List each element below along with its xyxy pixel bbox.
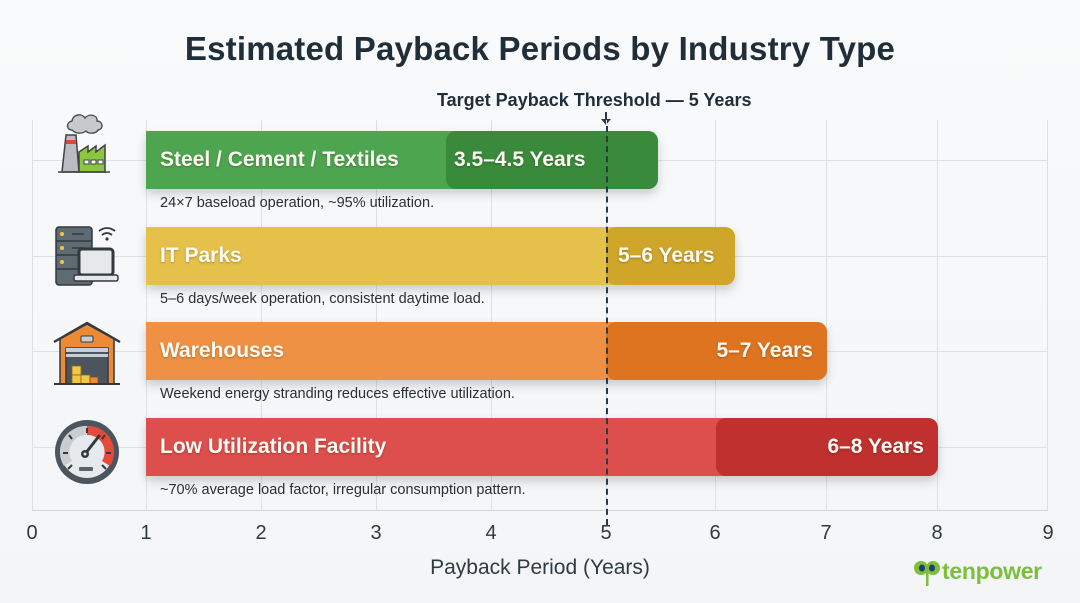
bar-steel-cement-textiles[interactable]: Steel / Cement / Textiles 3.5–4.5 Years [146,131,658,189]
brand-logo: tenpower [913,556,1042,586]
range-badge: 5–7 Years [606,322,827,380]
bar-label: Warehouses [160,339,285,362]
threshold-line [606,126,608,525]
server-laptop-icon [55,226,119,286]
x-axis-label: Payback Period (Years) [430,556,650,579]
x-tick: 8 [931,522,943,544]
bar-it-parks[interactable]: IT Parks 5–6 Years [146,227,735,285]
warehouse-icon [53,321,121,385]
x-tick: 1 [140,522,152,544]
range-badge: 5–6 Years [606,227,735,285]
row-warehouses: Warehouses 5–7 Years Weekend energy stra… [32,311,1048,406]
bar-label: Steel / Cement / Textiles [160,148,399,171]
row-low-utilization-facility: Low Utilization Facility 6–8 Years ~70% … [32,407,1048,502]
bar-label: IT Parks [160,244,242,267]
x-tick: 3 [370,522,382,544]
threshold-label: Target Payback Threshold — 5 Years [437,90,752,110]
logo-text: tenpower [942,557,1042,584]
range-badge: 6–8 Years [716,418,938,476]
logo-mark-icon [914,561,940,586]
x-tick: 9 [1042,522,1054,544]
bar-warehouses[interactable]: Warehouses 5–7 Years [146,322,827,380]
x-tick: 2 [255,522,267,544]
row-steel-cement-textiles: Steel / Cement / Textiles 3.5–4.5 Years … [32,114,1048,215]
row-description: 5–6 days/week operation, consistent dayt… [160,291,485,307]
row-description: ~70% average load factor, irregular cons… [160,482,526,498]
gridline [715,120,716,511]
x-tick: 7 [820,522,832,544]
x-tick: 4 [485,522,497,544]
row-it-parks: IT Parks 5–6 Years 5–6 days/week operati… [32,216,1048,311]
row-description: 24×7 baseload operation, ~95% utilizatio… [160,195,435,211]
x-tick: 6 [709,522,721,544]
gridline [491,120,492,511]
gridline [1047,120,1048,511]
speedometer-icon [55,420,119,484]
x-tick: 0 [26,522,38,544]
gridline [146,120,147,511]
gridline [937,120,938,511]
bar-label: Low Utilization Facility [160,435,387,458]
gridline [376,120,377,511]
plot-area: Steel / Cement / Textiles 3.5–4.5 Years … [32,114,1048,525]
gridline [826,120,827,511]
range-badge: 3.5–4.5 Years [446,131,658,189]
chart-title: Estimated Payback Periods by Industry Ty… [184,30,896,67]
row-description: Weekend energy stranding reduces effecti… [160,386,515,402]
bar-low-utilization-facility[interactable]: Low Utilization Facility 6–8 Years [146,418,938,476]
gridline [32,120,33,511]
x-tick: 5 [600,522,612,544]
x-axis-line [32,510,1048,511]
factory-icon [58,114,110,173]
gridline [261,120,262,511]
